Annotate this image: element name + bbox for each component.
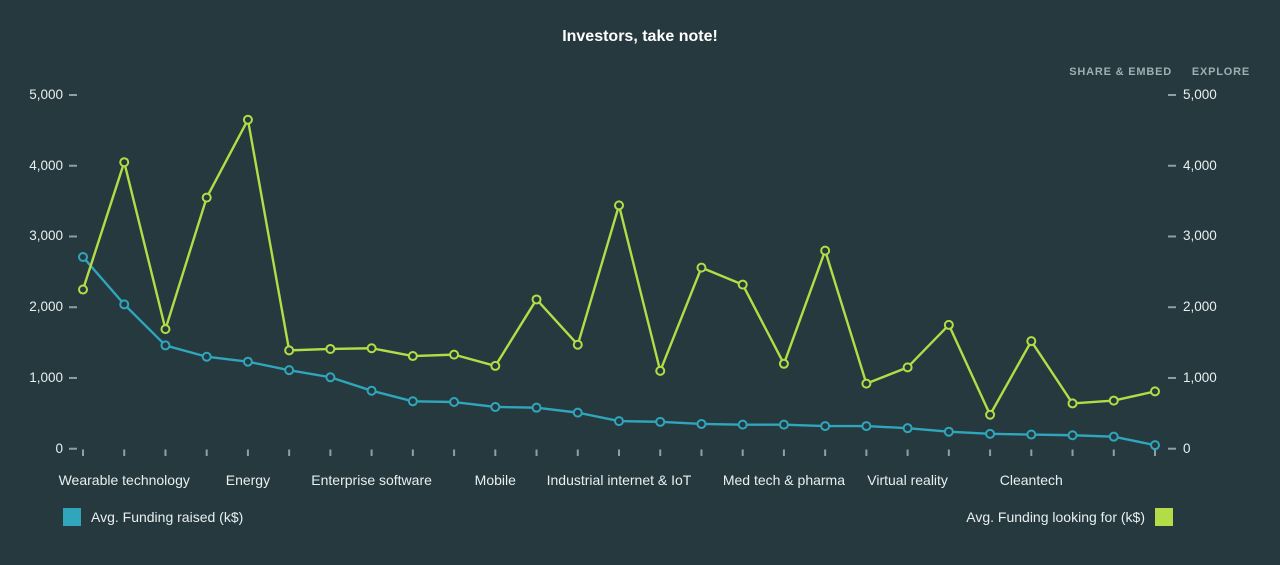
data-point-raised-23[interactable] [1026, 429, 1037, 440]
y-axis-label-right: 0 [1183, 440, 1191, 456]
data-point-raised-13[interactable] [614, 416, 624, 427]
data-point-raised-9[interactable] [449, 397, 460, 408]
data-point-looking-16[interactable] [737, 279, 748, 290]
data-point-raised-6[interactable] [325, 372, 336, 383]
legend-swatch-looking [1155, 508, 1173, 526]
y-axis-label-right: 5,000 [1183, 87, 1217, 102]
x-axis-label: Energy [225, 472, 271, 488]
y-axis-label-left: 2,000 [29, 299, 63, 315]
legend-raised: Avg. Funding raised (k$) [63, 508, 243, 526]
data-point-raised-16[interactable] [737, 419, 748, 430]
data-point-raised-20[interactable] [902, 423, 913, 434]
data-point-looking-18[interactable] [820, 245, 831, 256]
data-point-raised-8[interactable] [407, 396, 418, 407]
chart-toolbar: SHARE & EMBED EXPLORE [1053, 66, 1250, 78]
y-axis-label-left: 3,000 [29, 228, 63, 244]
y-axis-label-right: 4,000 [1183, 157, 1217, 173]
y-axis-label-right: 2,000 [1183, 299, 1217, 315]
data-point-looking-5[interactable] [284, 345, 295, 356]
data-point-raised-10[interactable] [490, 401, 501, 412]
data-point-raised-17[interactable] [778, 419, 789, 430]
data-point-looking-26[interactable] [1150, 386, 1160, 397]
data-point-looking-20[interactable] [902, 362, 913, 373]
x-axis-label: Virtual reality [867, 472, 948, 488]
y-axis-label-left: 1,000 [29, 369, 63, 385]
data-point-looking-17[interactable] [778, 358, 789, 369]
data-point-looking-15[interactable] [696, 262, 707, 273]
data-point-looking-8[interactable] [407, 351, 418, 362]
data-point-looking-11[interactable] [531, 294, 542, 305]
x-axis-label: Wearable technology [58, 472, 190, 488]
data-point-raised-2[interactable] [160, 340, 171, 351]
explore-link[interactable]: EXPLORE [1191, 66, 1250, 78]
data-point-looking-7[interactable] [366, 343, 377, 354]
x-axis-label: Cleantech [999, 472, 1063, 488]
data-point-raised-7[interactable] [366, 385, 377, 396]
data-point-looking-1[interactable] [119, 157, 130, 168]
data-point-raised-11[interactable] [531, 402, 542, 413]
series-line-looking [81, 118, 1157, 416]
y-axis-label-right: 3,000 [1183, 228, 1217, 244]
legend-swatch-raised [63, 508, 81, 526]
data-point-raised-25[interactable] [1108, 431, 1119, 442]
data-point-raised-4[interactable] [242, 356, 253, 367]
data-point-looking-25[interactable] [1108, 395, 1119, 406]
x-axis-label: Enterprise software [311, 472, 432, 488]
share-embed-link[interactable]: SHARE & EMBED [1069, 66, 1172, 78]
data-point-raised-22[interactable] [985, 428, 996, 439]
data-point-raised-0[interactable] [78, 251, 88, 262]
data-point-looking-14[interactable] [655, 365, 666, 376]
x-axis-label: Mobile [474, 472, 516, 488]
data-point-looking-12[interactable] [572, 339, 583, 350]
data-point-looking-0[interactable] [78, 284, 88, 295]
data-point-looking-2[interactable] [160, 324, 171, 335]
data-point-raised-19[interactable] [861, 421, 872, 432]
y-axis-label-left: 4,000 [29, 157, 63, 173]
data-point-raised-24[interactable] [1067, 430, 1078, 441]
data-point-looking-23[interactable] [1026, 336, 1037, 347]
data-point-looking-4[interactable] [242, 114, 253, 125]
y-axis-label-right: 1,000 [1183, 369, 1217, 385]
data-point-looking-21[interactable] [943, 319, 954, 330]
legend-label-raised: Avg. Funding raised (k$) [91, 509, 244, 525]
data-point-raised-1[interactable] [119, 299, 130, 310]
y-axis-label-left: 5,000 [29, 87, 63, 102]
legend-label-looking: Avg. Funding looking for (k$) [966, 509, 1145, 525]
data-point-raised-18[interactable] [820, 421, 831, 432]
data-point-raised-3[interactable] [201, 351, 212, 362]
data-point-raised-15[interactable] [696, 418, 707, 429]
y-axis-label-left: 0 [55, 440, 63, 456]
page-title: Investors, take note! [562, 28, 718, 45]
data-point-looking-3[interactable] [201, 192, 212, 203]
data-point-looking-24[interactable] [1067, 398, 1078, 409]
data-point-raised-26[interactable] [1150, 440, 1160, 451]
x-axis-label: Med tech & pharma [722, 472, 845, 488]
data-point-raised-14[interactable] [655, 416, 666, 427]
data-point-looking-13[interactable] [614, 200, 624, 211]
x-axis-label: Industrial internet & IoT [546, 472, 692, 488]
data-point-raised-21[interactable] [943, 426, 954, 437]
data-point-looking-22[interactable] [985, 409, 996, 420]
data-point-looking-19[interactable] [861, 378, 872, 389]
data-point-looking-9[interactable] [449, 349, 460, 360]
data-point-raised-5[interactable] [284, 365, 295, 376]
data-point-looking-10[interactable] [490, 360, 501, 371]
data-point-looking-6[interactable] [325, 343, 336, 354]
data-point-raised-12[interactable] [572, 407, 583, 418]
legend-looking: Avg. Funding looking for (k$) [966, 508, 1173, 526]
